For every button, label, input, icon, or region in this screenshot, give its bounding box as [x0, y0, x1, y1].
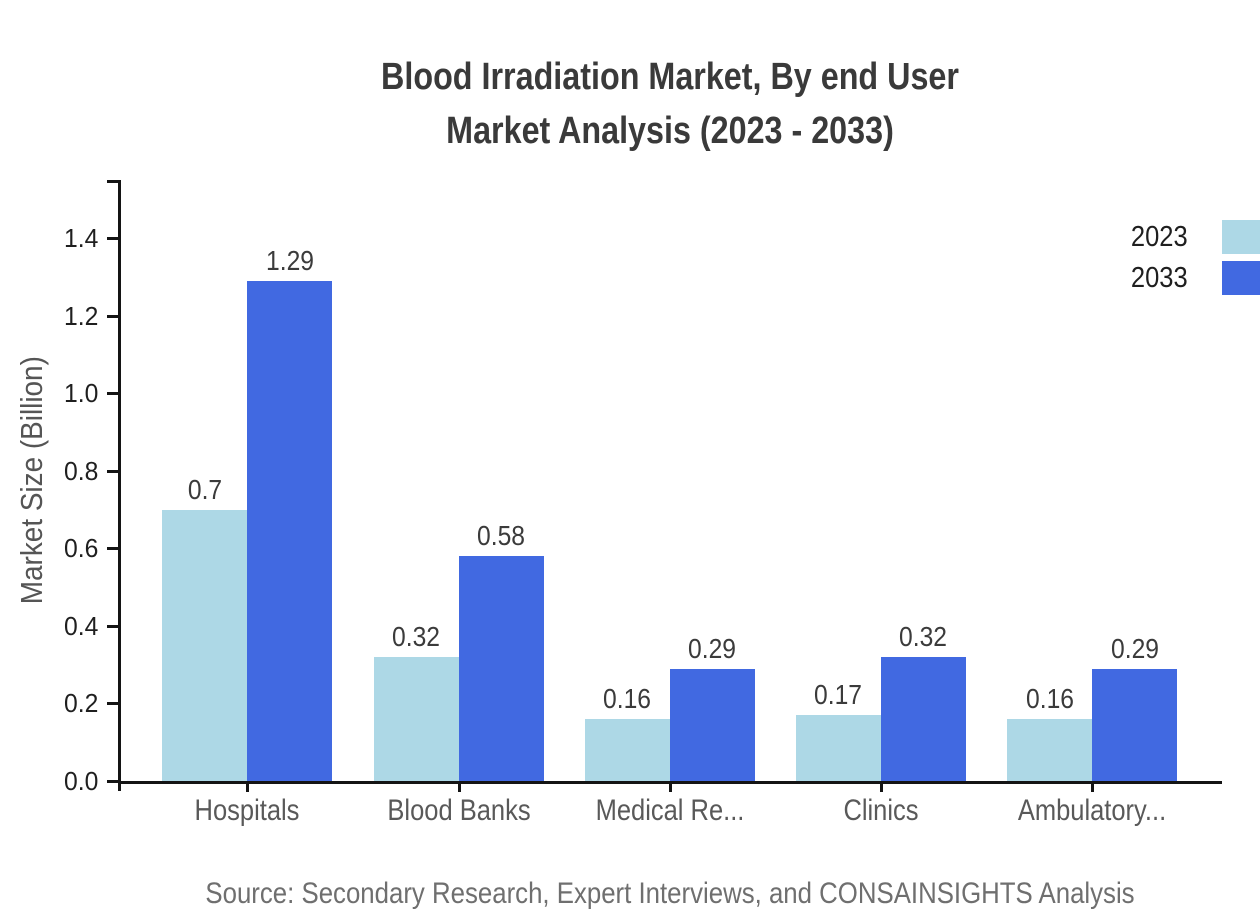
- legend-label-2023: 2023: [1131, 221, 1189, 253]
- y-tick: [107, 392, 118, 396]
- bar-value-label: 0.29: [1110, 632, 1159, 664]
- y-tick: [107, 237, 118, 240]
- bar-value-label: 0.32: [899, 620, 948, 652]
- bar-2033-clinics: [880, 656, 966, 781]
- legend-item-2033: 2033: [1127, 261, 1260, 295]
- x-tick: [1091, 784, 1095, 792]
- category-label: Clinics: [843, 794, 919, 827]
- legend: 2023 2033: [1127, 220, 1260, 302]
- bar-2023-ambulatory-: [1007, 718, 1093, 781]
- legend-swatch-2023-icon: [1222, 220, 1260, 254]
- bar-value-label: 0.17: [814, 679, 863, 711]
- y-axis-spine: [118, 180, 121, 791]
- y-tick: [107, 780, 118, 783]
- y-tick-label: 0.2: [64, 688, 99, 719]
- y-tick-label: 1.0: [64, 378, 99, 409]
- bar-value-label: 0.16: [603, 682, 652, 714]
- legend-item-2023: 2023: [1127, 220, 1260, 254]
- chart-title: Blood Irradiation Market, By end User Ma…: [381, 50, 959, 158]
- legend-swatch-2033-icon: [1222, 261, 1260, 295]
- bar-2023-clinics: [795, 715, 881, 781]
- x-tick: [668, 784, 672, 792]
- chart-title-line1: Blood Irradiation Market, By end User: [381, 56, 959, 98]
- bar-value-label: 0.32: [392, 620, 440, 652]
- y-axis-end-cap: [107, 180, 118, 183]
- bar-value-label: 0.29: [688, 632, 737, 664]
- x-tick: [879, 784, 883, 792]
- category-label: Hospitals: [194, 794, 300, 827]
- y-tick-label: 0.0: [64, 766, 99, 796]
- bar-2023-hospitals: [162, 509, 248, 781]
- bar-value-label: 1.29: [265, 244, 314, 276]
- bar-2033-medical-re-: [669, 668, 755, 781]
- x-axis-spine: [118, 781, 1222, 784]
- bar-2033-blood-banks: [458, 556, 544, 781]
- bar-2033-hospitals: [247, 280, 333, 781]
- bar-value-label: 0.7: [187, 473, 222, 505]
- y-tick-label: 0.6: [64, 533, 99, 564]
- y-tick-label: 0.8: [64, 455, 99, 486]
- y-tick-label: 1.2: [64, 300, 99, 331]
- x-tick: [246, 784, 250, 792]
- bar-2033-ambulatory-: [1092, 668, 1178, 781]
- x-tick: [457, 784, 461, 792]
- y-tick: [107, 624, 118, 628]
- y-tick: [107, 314, 118, 318]
- y-tick-label: 0.4: [64, 610, 99, 641]
- category-label: Ambulatory...: [1017, 794, 1167, 827]
- y-tick: [107, 702, 118, 706]
- y-tick: [107, 547, 118, 551]
- category-label: Medical Re...: [595, 794, 745, 827]
- y-tick-label: 1.4: [64, 223, 99, 253]
- y-tick: [107, 469, 118, 473]
- bar-value-label: 0.16: [1025, 682, 1074, 714]
- bar-2023-medical-re-: [584, 718, 670, 781]
- legend-label-2033: 2033: [1131, 262, 1189, 294]
- chart-title-line2: Market Analysis (2023 - 2033): [446, 110, 894, 152]
- category-label: Blood Banks: [386, 794, 531, 827]
- bar-2023-blood-banks: [373, 656, 459, 781]
- bar-value-label: 0.58: [477, 520, 525, 552]
- source-attribution: Source: Secondary Research, Expert Inter…: [205, 877, 1135, 910]
